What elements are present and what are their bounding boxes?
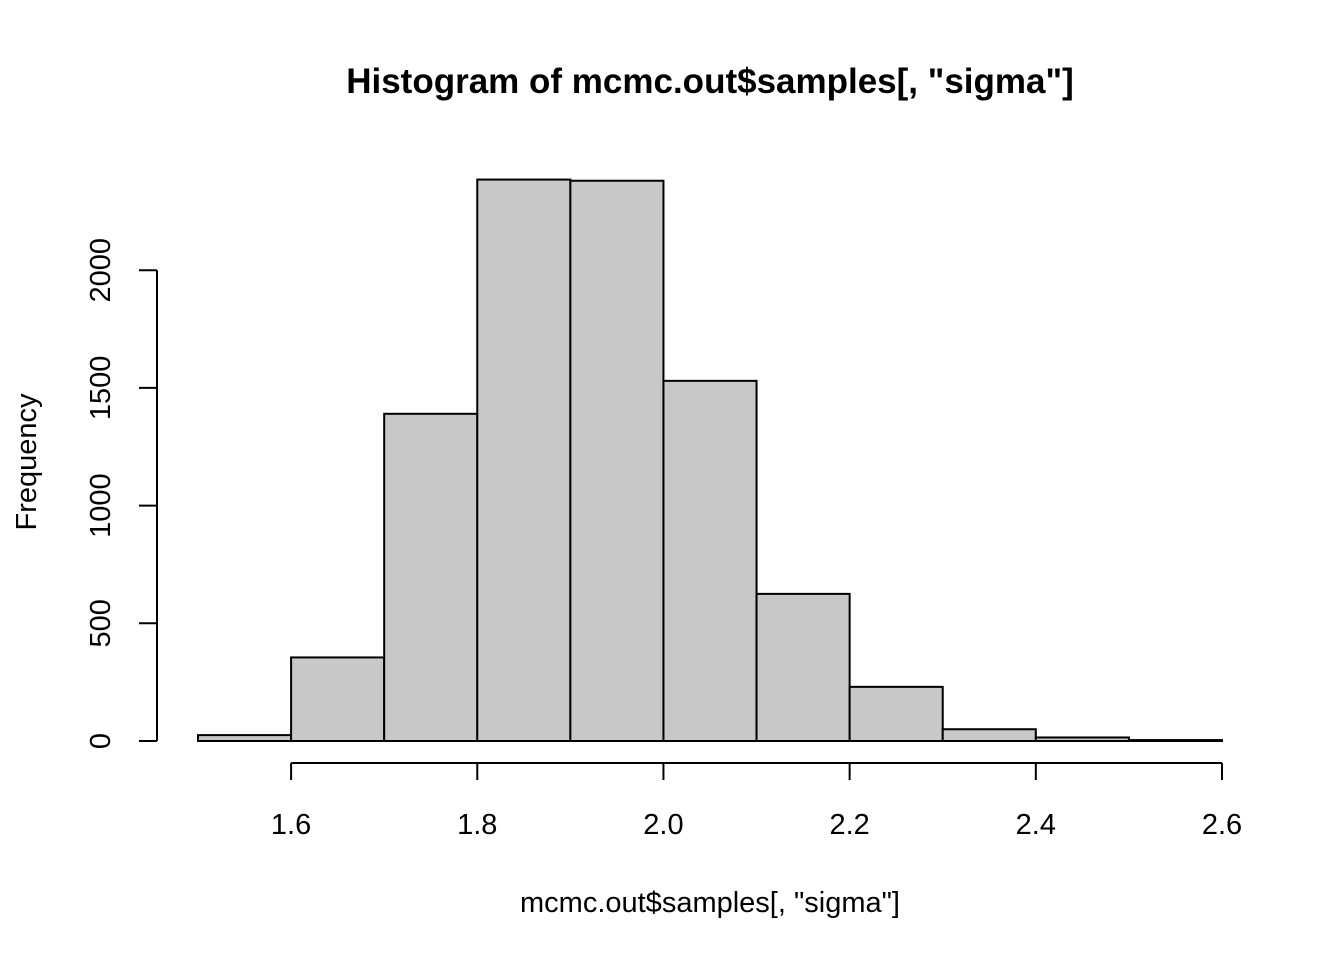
x-tick-label: 2.2 <box>829 809 869 841</box>
chart-title: Histogram of mcmc.out$samples[, "sigma"] <box>346 62 1074 101</box>
x-axis: 1.6 1.8 2.0 2.2 2.4 2.6 <box>271 762 1242 841</box>
x-tick-label: 2.0 <box>643 809 683 841</box>
x-tick-label: 1.8 <box>457 809 497 841</box>
y-tick-label: 0 <box>85 733 117 749</box>
x-tick-label: 2.4 <box>1016 809 1056 841</box>
histogram-bar <box>941 728 1037 742</box>
histogram-bar <box>290 656 386 742</box>
histogram-bar <box>1127 739 1223 743</box>
histogram-bar <box>755 592 851 742</box>
histogram-bar <box>476 178 572 743</box>
y-tick-label: 1000 <box>85 473 117 538</box>
histogram-bar <box>569 179 665 743</box>
bars-group <box>197 178 1223 743</box>
y-tick-label: 2000 <box>85 238 117 303</box>
histogram-bar <box>848 685 944 742</box>
y-tick-label: 1500 <box>85 356 117 421</box>
histogram-bar <box>1034 736 1130 742</box>
x-tick-label: 2.6 <box>1202 809 1242 841</box>
histogram-bar <box>383 412 479 742</box>
x-axis-label: mcmc.out$samples[, "sigma"] <box>520 887 900 919</box>
histogram-bar <box>662 379 758 742</box>
histogram-bar <box>197 734 293 742</box>
y-axis: 0 500 1000 1500 2000 <box>85 238 158 749</box>
y-tick-label: 500 <box>85 599 117 647</box>
y-axis-label: Frequency <box>11 393 43 531</box>
x-tick-label: 1.6 <box>271 809 311 841</box>
